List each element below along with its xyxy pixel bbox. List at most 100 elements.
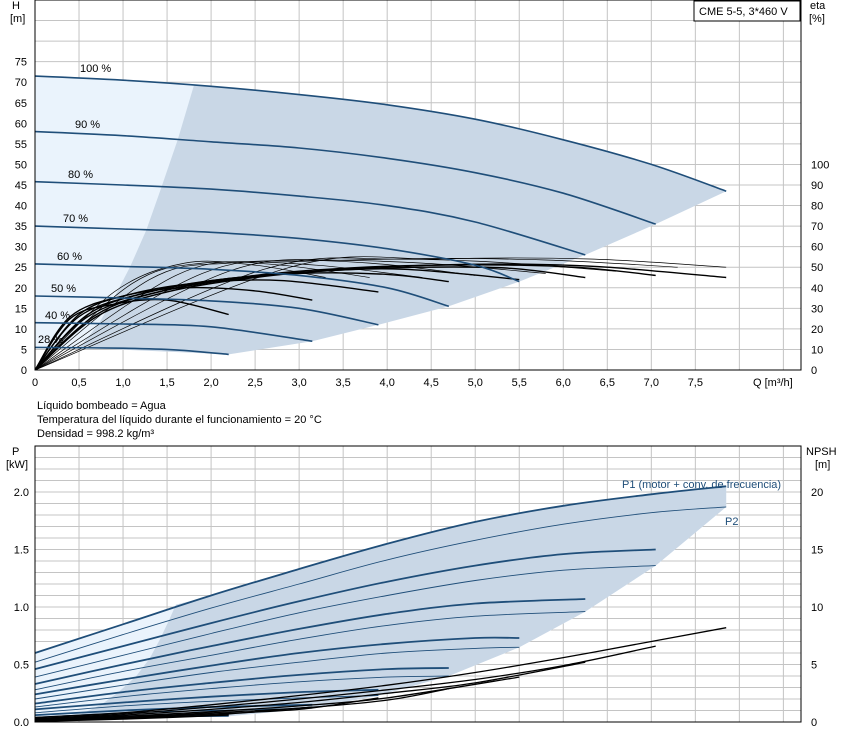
- p1-curve: [34, 598, 586, 685]
- x-tick-label: 3,5: [336, 377, 351, 389]
- p2-curve: [34, 565, 656, 678]
- npsh-curve: [34, 645, 656, 720]
- eta-curve: [34, 256, 727, 371]
- p1-curve: [34, 636, 520, 696]
- speed-labels: 100 % 90 % 80 % 70 % 60 % 50 % 40 % 28 %: [38, 63, 111, 346]
- x-tick-label: 7,5: [688, 377, 703, 389]
- npsh-tick-label: 5: [811, 660, 817, 672]
- eta-curve: [34, 261, 423, 371]
- npsh-axis-title: NPSH: [806, 446, 837, 458]
- p1-curve: [34, 688, 379, 711]
- npsh-tick-label: 0: [811, 717, 817, 729]
- speed-label: 100 %: [80, 63, 111, 75]
- p1-curve: [34, 548, 656, 670]
- head-curve: [34, 75, 727, 192]
- note-density: Densidad = 998.2 kg/m³: [37, 428, 155, 440]
- y-tick-label: 65: [15, 98, 27, 110]
- power-operating-area: [35, 486, 727, 719]
- npsh-curve: [34, 714, 229, 723]
- p2-label: P2: [725, 516, 738, 528]
- y-tick-label: 30: [15, 242, 27, 254]
- speed-label: 80 %: [68, 169, 93, 181]
- npsh-curve: [34, 661, 586, 720]
- npsh-tick-label: 10: [811, 602, 823, 614]
- p2-curves: [34, 506, 727, 721]
- operating-area: [35, 76, 727, 355]
- y2-tick-label: 0: [811, 365, 817, 377]
- p2-curve: [34, 506, 727, 663]
- p2-curve: [34, 675, 449, 708]
- y2-tick-label: 70: [811, 221, 823, 233]
- npsh-curves: [34, 627, 727, 723]
- p-tick-label: 0.0: [14, 717, 29, 729]
- npsh-curve: [34, 676, 520, 721]
- p-axis-title: P: [12, 446, 19, 458]
- dark-operating-area: [79, 85, 727, 355]
- head-curve: [34, 321, 313, 342]
- y-tick-label: 70: [15, 77, 27, 89]
- head-curve: [34, 130, 656, 225]
- p1-label: P1 (motor + conv. de frecuencia): [622, 479, 781, 491]
- y2-tick-label: 50: [811, 262, 823, 274]
- y-tick-label: 10: [15, 324, 27, 336]
- y2-axis-title: eta: [810, 0, 826, 12]
- y-tick-label: 35: [15, 221, 27, 233]
- p1-curve: [34, 485, 727, 654]
- eta-curve: [34, 257, 678, 371]
- p-axis-unit: [kW]: [6, 459, 28, 471]
- eta-curve: [34, 261, 370, 371]
- model-label: CME 5-5, 3*460 V: [699, 6, 788, 18]
- y-tick-label: 5: [21, 344, 27, 356]
- y-tick-label: 75: [15, 57, 27, 69]
- y2-tick-label: 80: [811, 201, 823, 213]
- eta-curve: [34, 272, 449, 371]
- eta-curve: [34, 264, 656, 371]
- npsh-curve: [34, 627, 727, 719]
- head-curve: [34, 180, 586, 256]
- p-tick-label: 1.5: [14, 545, 29, 557]
- speed-label: 60 %: [57, 251, 82, 263]
- speed-label: 40 %: [45, 310, 70, 322]
- eta-curve: [34, 258, 617, 371]
- y2-tick-label: 100: [811, 159, 829, 171]
- performance-chart: 100 % 90 % 80 % 70 % 60 % 50 % 40 % 28 % 0 0,5 1,…: [10, 0, 829, 389]
- head-curve: [34, 346, 229, 356]
- x-tick-label: 6,5: [600, 377, 615, 389]
- x-tick-label: 5,0: [468, 377, 483, 389]
- note-liquid: Líquido bombeado = Agua: [37, 400, 166, 412]
- x-tick-label: 0: [32, 377, 38, 389]
- head-curves: [34, 75, 727, 356]
- note-temperature: Temperatura del líquido durante el funci…: [37, 414, 322, 426]
- power-frame: [34, 445, 802, 723]
- y-tick-label: 0: [21, 365, 27, 377]
- p-tick-label: 0.5: [14, 660, 29, 672]
- p2-curve: [34, 646, 520, 700]
- y-axis-title: H: [12, 0, 20, 12]
- y-tick-label: 50: [15, 159, 27, 171]
- x-tick-label: 3,0: [291, 377, 306, 389]
- speed-label: 90 %: [75, 119, 100, 131]
- y-tick-label: 15: [15, 303, 27, 315]
- speed-label: 50 %: [51, 283, 76, 295]
- x-axis-title: Q [m³/h]: [753, 377, 793, 389]
- npsh-tick-label: 20: [811, 487, 823, 499]
- x-tick-label: 1,5: [159, 377, 174, 389]
- x-tick-label: 2,0: [203, 377, 218, 389]
- y2-tick-label: 30: [811, 303, 823, 315]
- p2-curve: [34, 611, 586, 691]
- performance-frame: [34, 0, 802, 371]
- y-tick-label: 25: [15, 262, 27, 274]
- dark-power-area: [79, 486, 727, 717]
- y-tick-label: 45: [15, 180, 27, 192]
- x-tick-label: 4,5: [424, 377, 439, 389]
- y2-tick-label: 40: [811, 283, 823, 295]
- head-curve: [34, 263, 450, 308]
- npsh-axis-unit: [m]: [815, 459, 830, 471]
- y2-tick-label: 20: [811, 324, 823, 336]
- y-tick-label: 55: [15, 139, 27, 151]
- y2-tick-label: 10: [811, 344, 823, 356]
- power-tick-labels: 0.0 0.5 1.0 1.5 2.0 0 5 10 15 20: [14, 487, 824, 729]
- head-curve: [34, 295, 379, 326]
